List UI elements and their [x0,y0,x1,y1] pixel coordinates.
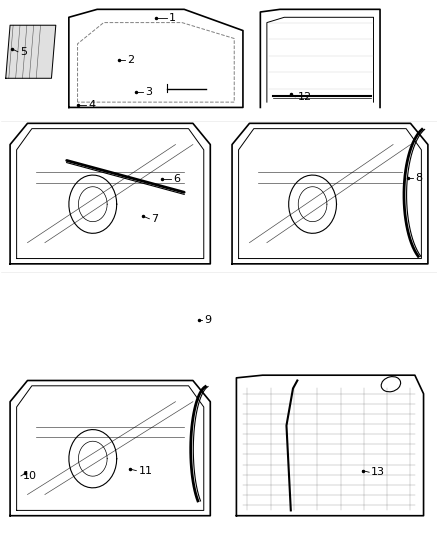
Text: 9: 9 [204,314,211,325]
Text: 5: 5 [20,47,27,56]
Text: 3: 3 [145,86,152,96]
Text: 7: 7 [152,214,159,224]
Text: 12: 12 [297,92,311,102]
Text: 4: 4 [88,100,95,110]
Text: 1: 1 [169,13,176,23]
Text: 10: 10 [23,471,37,481]
Text: 6: 6 [173,174,180,184]
Text: 2: 2 [127,55,135,64]
Text: 11: 11 [138,466,152,475]
Text: 8: 8 [415,173,422,183]
Text: 13: 13 [371,467,385,477]
Polygon shape [6,25,56,78]
